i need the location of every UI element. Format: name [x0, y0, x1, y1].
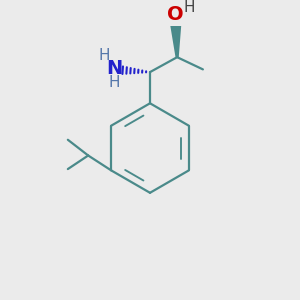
Text: N: N	[106, 59, 122, 78]
Text: O: O	[167, 5, 184, 24]
Text: H: H	[98, 48, 110, 63]
Polygon shape	[170, 26, 181, 57]
Text: H: H	[108, 75, 120, 90]
Text: H: H	[183, 0, 194, 15]
